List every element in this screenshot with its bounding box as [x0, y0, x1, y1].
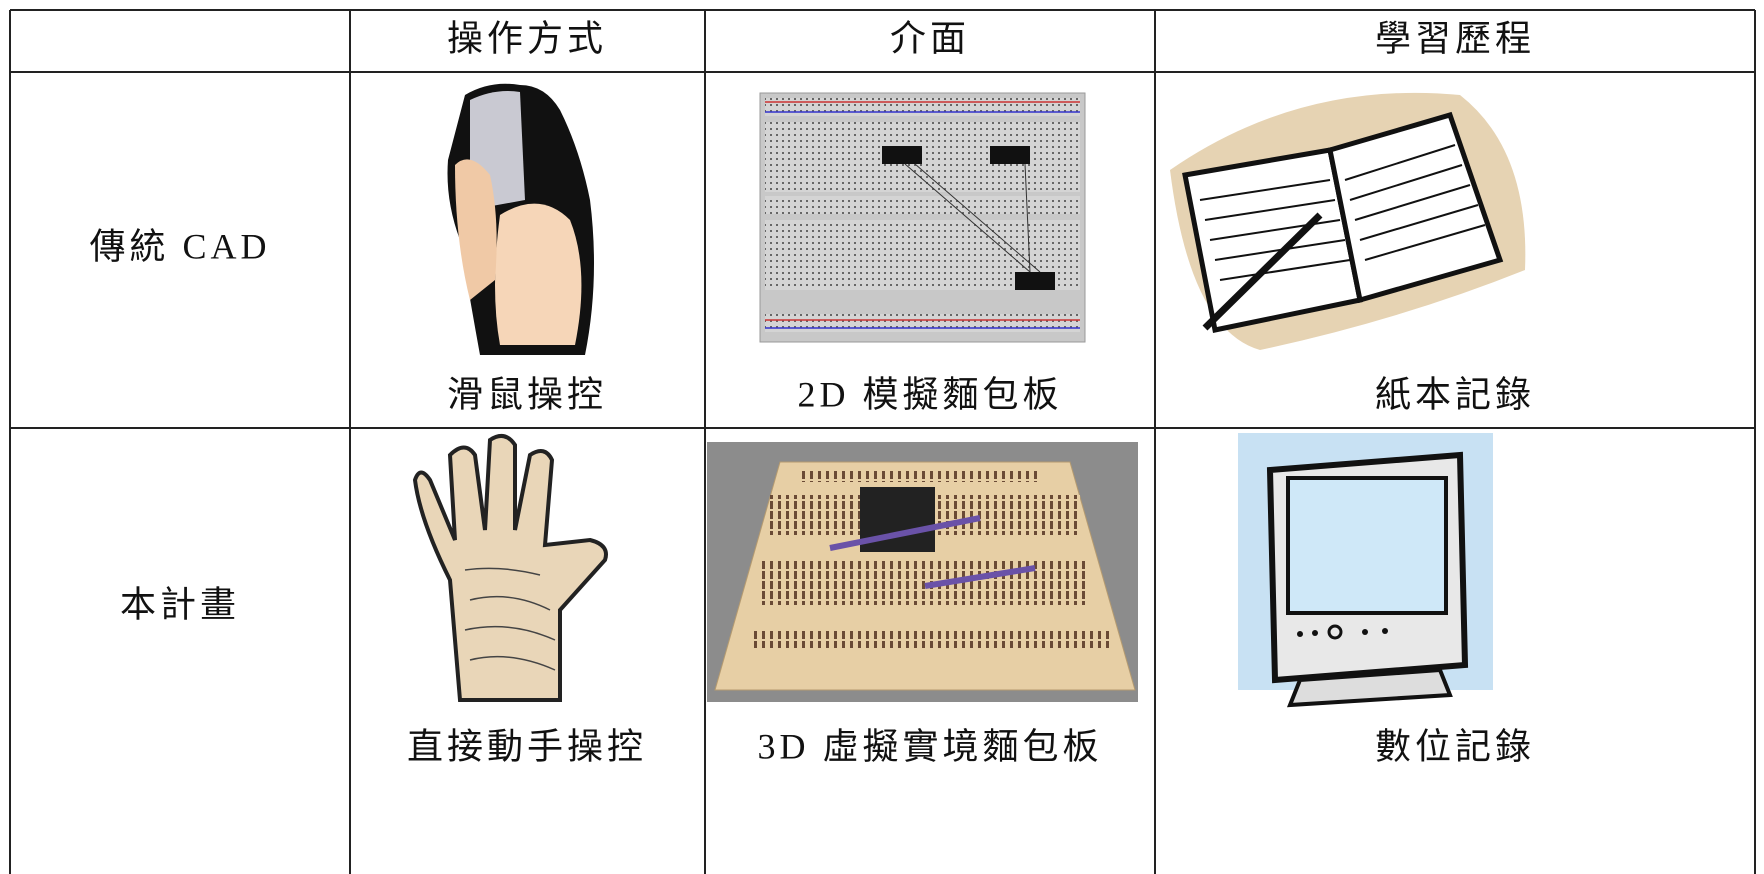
mouse-hand-icon — [447, 83, 594, 355]
cell-caption: 3D 虛擬實境麵包板 — [758, 726, 1103, 766]
header-cell: 操作方式 — [447, 18, 607, 58]
header-cell: 介面 — [890, 18, 970, 58]
breadboard-2d — [759, 92, 1086, 343]
cell-caption: 2D 模擬麵包板 — [798, 374, 1063, 414]
header-cell: 學習歷程 — [1375, 18, 1535, 58]
table-grid — [9, 9, 1756, 874]
row-label: 本計畫 — [120, 584, 240, 624]
open-hand-icon — [412, 434, 608, 702]
cell-caption: 直接動手操控 — [407, 726, 647, 766]
breadboard-3d — [707, 442, 1138, 702]
notebook-icon — [1170, 92, 1526, 350]
monitor-icon — [1238, 433, 1493, 708]
cell-caption: 紙本記錄 — [1375, 374, 1535, 414]
cell-caption: 數位記錄 — [1375, 726, 1535, 766]
cell-caption: 滑鼠操控 — [447, 374, 607, 414]
row-label: 傳統 CAD — [89, 226, 270, 266]
